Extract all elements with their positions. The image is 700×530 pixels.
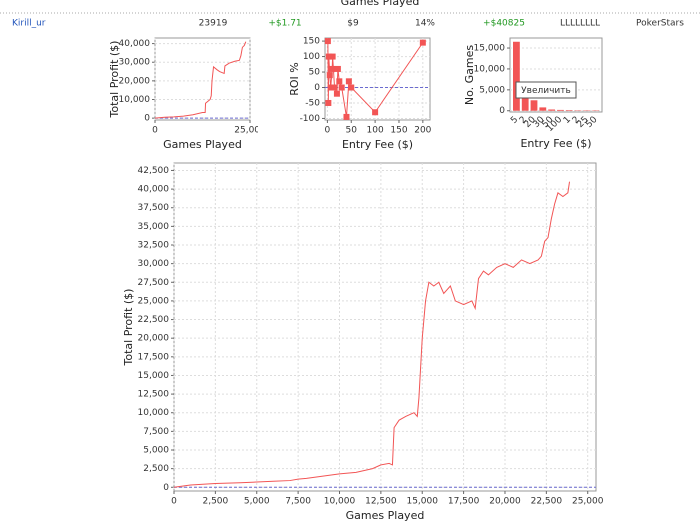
x-axis-label: Entry Fee ($) bbox=[342, 138, 413, 151]
cell: +$40825 bbox=[483, 19, 525, 29]
y-tick-label: 100 bbox=[303, 52, 320, 62]
y-tick-label: 0 bbox=[144, 114, 150, 124]
y-tick-label: 10,000 bbox=[138, 408, 170, 418]
y-tick-label: 30,000 bbox=[119, 58, 151, 68]
x-tick-label: 22,500 bbox=[531, 497, 563, 507]
y-tick-label: 27,500 bbox=[138, 278, 170, 288]
x-axis-label: Games Played bbox=[163, 138, 242, 151]
bar bbox=[522, 98, 529, 111]
x-axis-label: Entry Fee ($) bbox=[520, 137, 591, 150]
y-tick-label: 30,000 bbox=[138, 259, 170, 269]
y-axis-label: No. Games bbox=[463, 45, 476, 106]
y-tick-label: 15,000 bbox=[138, 371, 170, 381]
x-tick-label: 17,500 bbox=[448, 497, 480, 507]
x-tick-label: 200 bbox=[414, 126, 431, 136]
header-title: Games Played bbox=[341, 0, 420, 8]
x-tick-label: 150 bbox=[390, 126, 407, 136]
player-link[interactable]: Kirill_ur bbox=[12, 19, 46, 29]
x-tick-label: 50 bbox=[346, 126, 358, 136]
y-axis-label: Total Profit ($) bbox=[122, 289, 135, 367]
y-axis-label: ROI % bbox=[288, 62, 301, 96]
marker bbox=[420, 40, 426, 46]
x-axis-label: Games Played bbox=[346, 509, 425, 522]
y-tick-label: 40,000 bbox=[119, 39, 151, 49]
marker bbox=[343, 114, 349, 120]
y-axis-label: Total Profit ($) bbox=[108, 41, 121, 119]
x-tick-label: 0 bbox=[171, 497, 177, 507]
y-tick-label: -50 bbox=[305, 98, 320, 108]
y-tick-label: 15,000 bbox=[474, 44, 506, 54]
marker bbox=[372, 109, 378, 115]
y-tick-label: 0 bbox=[499, 106, 505, 116]
x-tick-label: 100 bbox=[367, 126, 384, 136]
y-tick-label: 40,000 bbox=[138, 185, 170, 195]
marker bbox=[336, 78, 342, 84]
x-tick-label: 0 bbox=[325, 126, 331, 136]
y-tick-label: 7,500 bbox=[143, 427, 169, 437]
y-tick-label: 10,000 bbox=[119, 95, 151, 105]
x-tick-label: 7,500 bbox=[285, 497, 311, 507]
x-tick-label: 12,500 bbox=[365, 497, 397, 507]
bar bbox=[539, 107, 546, 110]
cell: LLLLLLLL bbox=[560, 19, 600, 29]
y-tick-label: 42,500 bbox=[138, 166, 170, 176]
marker bbox=[330, 54, 336, 60]
y-tick-label: 35,000 bbox=[138, 222, 170, 232]
y-tick-label: -100 bbox=[300, 114, 321, 124]
y-tick-label: 50 bbox=[309, 68, 321, 78]
bar bbox=[531, 100, 538, 110]
y-tick-label: 17,500 bbox=[138, 352, 170, 362]
x-tick-label: 5,000 bbox=[244, 497, 270, 507]
marker bbox=[329, 66, 335, 72]
y-tick-label: 0 bbox=[163, 483, 169, 493]
x-tick-label: 2,500 bbox=[202, 497, 228, 507]
x-tick-label: 25,000 bbox=[572, 497, 604, 507]
marker bbox=[335, 66, 341, 72]
bar bbox=[566, 110, 573, 111]
tooltip-text: Увеличить bbox=[521, 86, 571, 96]
marker bbox=[325, 100, 331, 106]
x-tick-label: 15,000 bbox=[406, 497, 438, 507]
y-tick-label: 5,000 bbox=[143, 446, 169, 456]
marker bbox=[325, 38, 331, 44]
marker bbox=[334, 91, 340, 97]
marker bbox=[327, 72, 333, 78]
bar bbox=[557, 110, 564, 111]
y-tick-label: 20,000 bbox=[138, 334, 170, 344]
marker bbox=[346, 78, 352, 84]
x-tick-label: 10,000 bbox=[324, 497, 356, 507]
y-tick-label: 5,000 bbox=[479, 85, 505, 95]
y-tick-label: 25,000 bbox=[138, 296, 170, 306]
y-tick-label: 22,500 bbox=[138, 315, 170, 325]
y-tick-label: 0 bbox=[314, 83, 320, 93]
x-tick-label: 0 bbox=[152, 126, 158, 136]
y-tick-label: 12,500 bbox=[138, 390, 170, 400]
y-tick-label: 2,500 bbox=[143, 464, 169, 474]
tooltip: Увеличить bbox=[516, 82, 576, 98]
y-tick-label: 20,000 bbox=[119, 76, 151, 86]
panel[interactable]: 0 2,500 5,000 7,500 10,000 12,500 15,000 17,500… bbox=[122, 163, 604, 522]
marker bbox=[348, 85, 354, 91]
y-tick-label: 150 bbox=[303, 37, 320, 47]
y-tick-label: 10,000 bbox=[474, 64, 506, 74]
cell: PokerStars bbox=[636, 19, 684, 29]
x-tick-label: 20,000 bbox=[489, 497, 521, 507]
cell: +$1.71 bbox=[268, 19, 301, 29]
y-tick-label: 37,500 bbox=[138, 203, 170, 213]
plot-area bbox=[155, 38, 250, 120]
marker bbox=[339, 85, 345, 91]
bar bbox=[548, 109, 555, 110]
y-tick-label: 32,500 bbox=[138, 241, 170, 251]
cell: 23919 bbox=[199, 19, 228, 29]
bar bbox=[513, 42, 520, 111]
cell: $9 bbox=[347, 19, 359, 29]
cell: 14% bbox=[415, 19, 435, 29]
plot-area bbox=[174, 163, 596, 491]
marker bbox=[332, 85, 338, 91]
